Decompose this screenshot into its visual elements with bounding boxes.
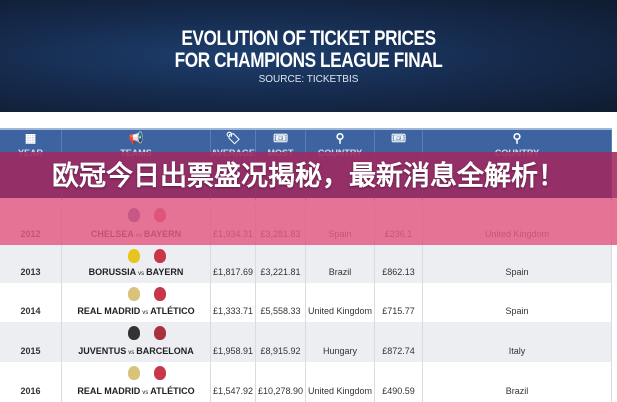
table-row: 2015 JUVENTUS vs BARCELONA £1,958.91 £8,915.9… (0, 322, 612, 362)
table-row: 2013 BORUSSIA vs BAYERN £1,817.69 £3,221.81 Br… (0, 245, 612, 283)
cheapest-price: £490.59 (382, 386, 415, 396)
table-cell: £872.74 (375, 322, 423, 362)
country: Brazil (505, 386, 529, 396)
average-price: £1,547.92 (212, 386, 254, 396)
year: 2014 (20, 306, 41, 316)
table-row: 2014 REAL MADRID vs ATLÉTICO £1,333.71 £5,558… (0, 283, 612, 322)
most-expensive-price: £8,915.92 (260, 346, 301, 356)
year: 2016 (20, 386, 41, 396)
country-purchases: Hungary (322, 346, 358, 356)
table-cell: £10,278.90 (256, 362, 306, 402)
table-cell: 2013 (0, 245, 62, 283)
team2: BAYERN (146, 267, 184, 277)
table-row: 2016 REAL MADRID vs ATLÉTICO £1,547.92 £10,27… (0, 362, 612, 402)
most-expensive-price: £3,221.81 (260, 267, 301, 277)
table-cell: 2015 (0, 322, 62, 362)
average-price: £1,958.91 (212, 346, 254, 356)
table-cell: £1,958.91 (211, 322, 256, 362)
location-pin-icon: ⚲ (335, 131, 345, 145)
table-cell: £490.59 (375, 362, 423, 402)
overlay-band-bottom (0, 198, 617, 245)
location-pin-icon: ⚲ (512, 131, 522, 145)
year: 2013 (20, 267, 41, 277)
table-cell: £1,547.92 (211, 362, 256, 402)
team2: BARCELONA (136, 346, 194, 356)
vs-label: vs (138, 271, 145, 277)
most-expensive-price: £5,558.33 (260, 306, 301, 316)
table-cell: Hungary (306, 322, 375, 362)
average-price: £1,333.71 (212, 306, 254, 316)
team2-crest-icon (154, 249, 166, 263)
team2: ATLÉTICO (150, 386, 195, 396)
team1-crest-icon (128, 287, 140, 301)
table-cell: Spain (423, 245, 612, 283)
source-label: SOURCE: TICKETBIS (258, 74, 359, 85)
table-cell: Italy (423, 322, 612, 362)
table-cell: £1,817.69 (211, 245, 256, 283)
price-tag-icon: 🏷 (225, 131, 241, 145)
team1: REAL MADRID (77, 306, 141, 316)
overlay-band-top (0, 152, 617, 198)
table-cell: £5,558.33 (256, 283, 306, 322)
table-cell: REAL MADRID vs ATLÉTICO (62, 362, 211, 402)
table-cell: Brazil (423, 362, 612, 402)
team1: BORUSSIA (88, 267, 137, 277)
country: Spain (505, 306, 529, 316)
vs-label: vs (142, 390, 149, 396)
team2: ATLÉTICO (150, 306, 195, 316)
table-cell: JUVENTUS vs BARCELONA (62, 322, 211, 362)
cheapest-price: £715.77 (382, 306, 415, 316)
most-expensive-price: £10,278.90 (257, 386, 304, 396)
table-cell: Spain (423, 283, 612, 322)
country: Spain (505, 267, 529, 277)
tickets-icon: 🎟 (272, 131, 289, 145)
infographic-title-line1: EVOLUTION OF TICKET PRICES (181, 27, 436, 50)
team1-crest-icon (128, 249, 140, 263)
table-cell: Brazil (306, 245, 375, 283)
calendar-icon: ▦ (24, 131, 37, 145)
table-cell: REAL MADRID vs ATLÉTICO (62, 283, 211, 322)
vs-label: vs (128, 350, 135, 356)
table-cell: 2014 (0, 283, 62, 322)
team1-crest-icon (128, 326, 140, 340)
table-cell: £3,221.81 (256, 245, 306, 283)
team1-crest-icon (128, 366, 140, 380)
year: 2015 (20, 346, 41, 356)
vs-label: vs (142, 310, 149, 316)
table-cell: United Kingdom (306, 283, 375, 322)
country-purchases: Brazil (328, 267, 352, 277)
average-price: £1,817.69 (212, 267, 254, 277)
table-cell: £8,915.92 (256, 322, 306, 362)
table-cell: £1,333.71 (211, 283, 256, 322)
team2-crest-icon (154, 287, 166, 301)
table-cell: United Kingdom (306, 362, 375, 402)
country-purchases: United Kingdom (307, 306, 373, 316)
team1: JUVENTUS (78, 346, 127, 356)
cheapest-price: £872.74 (382, 346, 415, 356)
table-cell: £715.77 (375, 283, 423, 322)
headline: 欧冠今日出票盛况揭秘，最新消息全解析！ (52, 161, 565, 192)
team1: REAL MADRID (77, 386, 141, 396)
team2-crest-icon (154, 366, 166, 380)
infographic-banner: EVOLUTION OF TICKET PRICES FOR CHAMPIONS… (0, 0, 617, 112)
country-purchases: United Kingdom (307, 386, 373, 396)
tickets-icon: 🎟 (390, 131, 407, 145)
table-cell: BORUSSIA vs BAYERN (62, 245, 211, 283)
infographic-title-line2: FOR CHAMPIONS LEAGUE FINAL (174, 49, 443, 72)
whistle-icon: 📢 (128, 131, 144, 145)
country: Italy (508, 346, 526, 356)
table-cell: £862.13 (375, 245, 423, 283)
cheapest-price: £862.13 (382, 267, 415, 277)
table-cell: 2016 (0, 362, 62, 402)
team2-crest-icon (154, 326, 166, 340)
